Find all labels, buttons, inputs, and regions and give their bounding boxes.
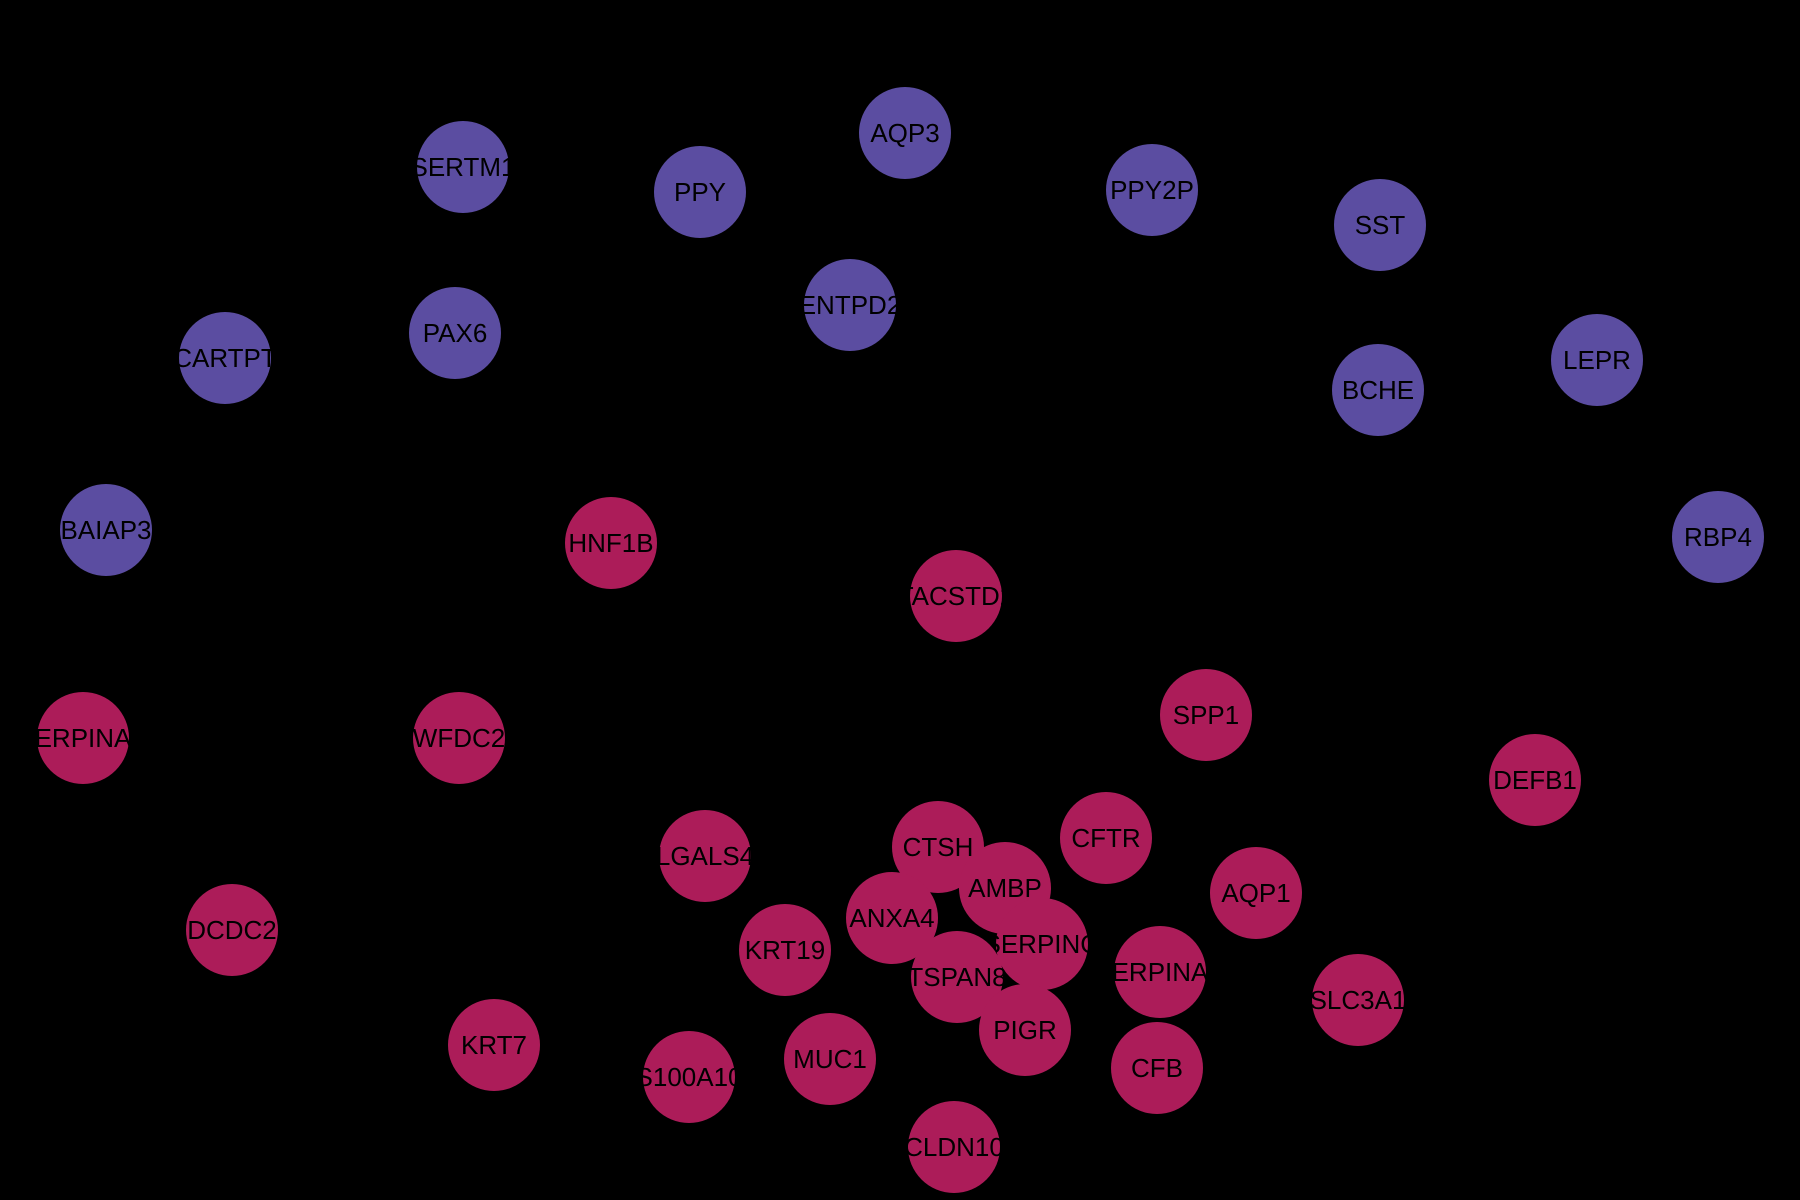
graph-node-label: PAX6	[422, 318, 488, 348]
graph-node-label: PIGR	[993, 1015, 1057, 1045]
graph-node-erpina-16[interactable]: ERPINA	[34, 692, 132, 784]
graph-node-dcdc2-22[interactable]: DCDC2	[186, 884, 278, 976]
graph-node-label: LEPR	[1563, 345, 1631, 375]
graph-node-ppy2p-3[interactable]: PPY2P	[1106, 144, 1198, 236]
graph-node-label: ENTPD2	[798, 290, 902, 320]
graph-node-label: CARTPT	[173, 343, 277, 373]
graph-node-label: SERPING	[983, 929, 1101, 959]
graph-node-pax6-6[interactable]: PAX6	[409, 287, 501, 379]
graph-node-hnf1b-12[interactable]: HNF1B	[565, 497, 657, 589]
graph-node-label: AQP1	[1221, 878, 1291, 908]
graph-node-label: KRT7	[461, 1030, 527, 1060]
graph-node-serping-25[interactable]: SERPING	[983, 898, 1101, 990]
graph-node-lepr-9[interactable]: LEPR	[1551, 314, 1643, 406]
graph-node-spp1-14[interactable]: SPP1	[1160, 669, 1252, 761]
graph-node-s100a10-33[interactable]: S100A10	[636, 1031, 743, 1123]
graph-node-label: BCHE	[1341, 375, 1415, 405]
graph-node-rbp4-11[interactable]: RBP4	[1672, 491, 1764, 583]
graph-node-label: DEFB1	[1493, 765, 1577, 795]
graph-node-label: CFTR	[1071, 823, 1141, 853]
graph-node-label: HNF1B	[568, 528, 654, 558]
graph-node-label: WFDC2	[412, 723, 506, 753]
graph-node-defb1-15[interactable]: DEFB1	[1489, 734, 1581, 826]
graph-node-label: S100A10	[635, 1062, 743, 1092]
graph-node-label: SLC3A1	[1309, 985, 1407, 1015]
graph-node-lgals4-18[interactable]: LGALS4	[655, 810, 755, 902]
graph-node-sst-4[interactable]: SST	[1334, 179, 1426, 271]
graph-node-krt7-32[interactable]: KRT7	[448, 999, 540, 1091]
graph-node-pigr-30[interactable]: PIGR	[979, 984, 1071, 1076]
graph-node-label: RBP4	[1684, 522, 1752, 552]
graph-node-label: CFB	[1131, 1053, 1183, 1083]
graph-node-muc1-34[interactable]: MUC1	[784, 1013, 876, 1105]
graph-node-cfb-31[interactable]: CFB	[1111, 1022, 1203, 1114]
graph-node-label: AMBP	[968, 873, 1042, 903]
graph-node-label: BAIAP3	[60, 515, 152, 545]
graph-node-label: SST	[1354, 210, 1406, 240]
graph-node-label: PPY	[673, 177, 727, 207]
graph-node-label: ERPINA	[34, 723, 132, 753]
graph-node-label: CTSH	[902, 832, 974, 862]
graph-node-tacstd2-13[interactable]: TACSTD2	[898, 550, 1014, 642]
graph-node-bche-8[interactable]: BCHE	[1332, 344, 1424, 436]
graph-node-ppy-1[interactable]: PPY	[654, 146, 746, 238]
graph-node-label: SPP1	[1172, 700, 1240, 730]
graph-node-sertm1-0[interactable]: SERTM1	[411, 121, 516, 213]
graph-node-label: TSPAN8	[907, 962, 1007, 992]
graph-node-erpina-26[interactable]: ERPINA	[1111, 926, 1209, 1018]
graph-node-cldn10-35[interactable]: CLDN10	[904, 1101, 1004, 1193]
graph-node-label: MUC1	[793, 1044, 867, 1074]
graph-node-label: PPY2P	[1110, 175, 1194, 205]
graph-node-label: TACSTD2	[897, 581, 1015, 611]
graph-node-aqp1-21[interactable]: AQP1	[1210, 847, 1302, 939]
graph-node-label: ANXA4	[849, 903, 935, 933]
graph-node-entpd2-5[interactable]: ENTPD2	[799, 259, 901, 351]
graph-node-krt19-28[interactable]: KRT19	[739, 904, 831, 996]
graph-node-aqp3-2[interactable]: AQP3	[859, 87, 951, 179]
graph-node-label: KRT19	[744, 935, 826, 965]
graph-node-cftr-20[interactable]: CFTR	[1060, 792, 1152, 884]
graph-node-label: SERTM1	[410, 152, 516, 182]
graph-node-cartpt-7[interactable]: CARTPT	[173, 312, 277, 404]
graph-node-label: LGALS4	[655, 841, 755, 871]
graph-node-label: CLDN10	[904, 1132, 1004, 1162]
graph-node-label: DCDC2	[187, 915, 277, 945]
graph-node-label: AQP3	[870, 118, 940, 148]
graph-node-slc3a1-27[interactable]: SLC3A1	[1309, 954, 1407, 1046]
graph-node-label: ERPINA	[1111, 957, 1209, 987]
graph-node-wfdc2-17[interactable]: WFDC2	[413, 692, 505, 784]
graph-node-baiap3-10[interactable]: BAIAP3	[60, 484, 152, 576]
